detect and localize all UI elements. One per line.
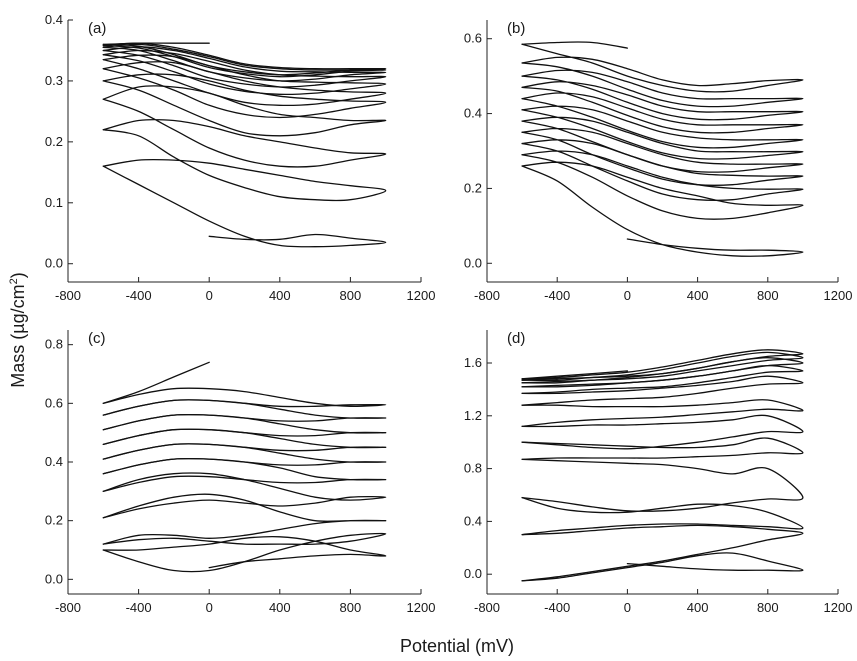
series-line-d-7 [521,399,804,428]
x-tick-label-d: 400 [687,600,709,615]
series-line-a-1 [102,165,387,248]
y-tick-label-a: 0.3 [45,73,63,88]
y-tick-label-b: 0.6 [464,31,482,46]
x-tick-label-d: -400 [544,600,570,615]
series-line-c-10 [102,387,387,416]
x-tick-label-d: 1200 [824,600,853,615]
y-tick-label-d: 0.4 [464,513,482,528]
x-tick-label-a: -800 [55,288,81,303]
y-tick-label-a: 0.1 [45,195,63,210]
x-tick-label-d: -800 [474,600,500,615]
y-tick-label-d: 1.6 [464,355,482,370]
series-line-c-4 [102,472,387,519]
series-line-a-2 [102,129,387,202]
y-tick-label-d: 0.8 [464,461,482,476]
series-line-c-3 [102,493,387,545]
series-line-c-1 [102,535,387,569]
series-line-a-8 [102,49,387,88]
x-axis-title: Potential (mV) [400,636,514,656]
y-tick-label-b: 0.2 [464,180,482,195]
y-tick-label-c: 0.8 [45,337,63,352]
series-line-a-5 [102,68,387,119]
series-line-b-9 [521,75,804,121]
series-line-d-5 [521,437,804,461]
y-tick-label-b: 0.0 [464,255,482,270]
panel-label-d: (d) [507,330,525,347]
x-tick-label-c: -800 [55,600,81,615]
panel-a: 0.0 0.1 0.2 0.3 0.4 -800 -400 0 400 800 1200 (a) [45,12,436,303]
series-line-b-10 [521,62,804,108]
x-tick-label-d: 0 [624,600,631,615]
series-line-a-3 [102,98,387,168]
series-line-d-13 [521,370,629,380]
panel-label-a: (a) [88,20,106,37]
panel-label-c: (c) [88,330,106,347]
series-line-b-7 [521,97,804,149]
x-tick-label-c: 1200 [407,600,436,615]
x-tick-label-b: 400 [687,288,709,303]
series-line-b-12 [521,41,629,49]
x-tick-label-b: 800 [757,288,779,303]
y-tick-label-d: 1.2 [464,408,482,423]
series-line-b-11 [521,43,804,93]
series-line-b-2 [521,154,804,220]
series-line-b-1 [521,165,804,257]
series-line-b-6 [521,109,804,160]
series-line-a-4 [102,80,387,137]
y-tick-label-d: 0.0 [464,566,482,581]
series-line-d-2 [521,524,804,582]
series-line-d-12 [521,349,804,381]
series-line-b-5 [521,120,804,173]
series-line-a-10 [102,43,387,78]
x-tick-label-b: -400 [544,288,570,303]
x-tick-label-c: 800 [340,600,362,615]
panel-label-b: (b) [507,20,525,37]
series-line-a-11 [102,42,387,76]
series-line-d-10 [521,357,804,388]
panel-b: 0.0 0.2 0.4 0.6 -800 -400 0 400 800 1200 (b) [464,20,853,303]
panel-c: 0.0 0.2 0.4 0.6 0.8 -800 -400 0 400 800 1200 (c) [45,330,436,615]
y-tick-label-b: 0.4 [464,106,482,121]
series-line-a-9 [102,46,387,82]
series-line-d-8 [521,375,804,406]
x-tick-label-a: 400 [269,288,291,303]
x-tick-label-b: -800 [474,288,500,303]
series-line-c-11 [102,361,210,404]
series-line-b-8 [521,86,804,134]
y-tick-label-a: 0.2 [45,134,63,149]
x-tick-label-d: 800 [757,600,779,615]
x-tick-label-b: 1200 [824,288,853,303]
series-line-b-3 [521,142,804,202]
x-tick-label-c: 0 [206,600,213,615]
series-line-d-3 [521,496,804,536]
series-line-d-4 [521,458,804,512]
x-tick-label-a: 0 [206,288,213,303]
series-line-a-12 [102,42,210,46]
x-tick-label-b: 0 [624,288,631,303]
y-tick-label-c: 0.0 [45,571,63,586]
x-tick-label-a: -400 [126,288,152,303]
x-tick-label-a: 800 [340,288,362,303]
series-line-d-6 [521,414,804,450]
y-tick-label-a: 0.4 [45,12,63,27]
series-line-c-2 [102,532,387,573]
series-line-d-11 [521,351,804,384]
series-line-d-1 [521,552,804,582]
y-tick-label-c: 0.6 [45,395,63,410]
y-axis-title: Mass (µg/cm2) [8,272,28,388]
x-tick-label-c: -400 [126,600,152,615]
x-tick-label-c: 400 [269,600,291,615]
y-tick-label-a: 0.0 [45,256,63,271]
panel-d: 0.0 0.4 0.8 1.2 1.6 -800 -400 0 400 800 1200 (d) [464,330,853,615]
y-tick-label-c: 0.2 [45,513,63,528]
y-tick-label-c: 0.4 [45,454,63,469]
x-tick-label-a: 1200 [407,288,436,303]
